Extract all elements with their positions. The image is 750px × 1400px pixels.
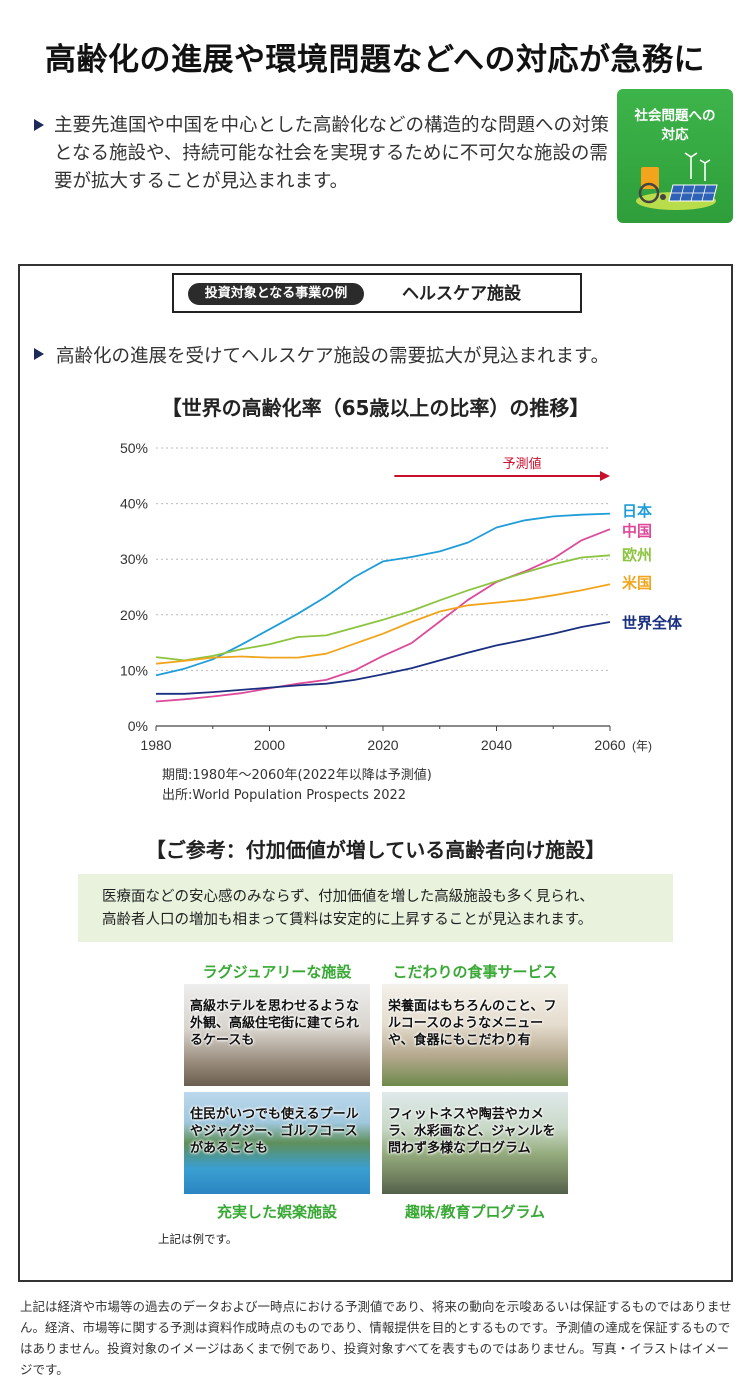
x-tick-label: 2060 bbox=[594, 737, 625, 753]
x-tick-label: 2040 bbox=[481, 737, 512, 753]
chart-source-note: 出所:World Population Prospects 2022 bbox=[162, 788, 407, 803]
intro-text-block: 主要先進国や中国を中心とした高齢化などの構造的な問題への対策となる施設や、持続可… bbox=[34, 112, 609, 196]
forecast-arrow-head bbox=[600, 471, 610, 481]
reference-body-line1: 医療面などの安心感のみならず、付加価値を増した高級施設も多く見られ、 bbox=[102, 889, 594, 905]
page-title: 高齢化の進展や環境問題などへの対応が急務に bbox=[45, 42, 705, 78]
forecast-label: 予測値 bbox=[503, 456, 542, 471]
hobby-program-caption: フィットネスや陶芸やカメラ、水彩画など、ジャンルを問わず多様なプログラム bbox=[388, 1107, 556, 1156]
x-tick-label: 2000 bbox=[254, 737, 285, 753]
luxury-facility-caption: 高級ホテルを思わせるような外観、高級住宅街に建てられるケースも bbox=[190, 999, 360, 1048]
section-lead: 高齢化の進展を受けてヘルスケア施設の需要拡大が見込まれます。 bbox=[34, 342, 609, 368]
chart-title: 【世界の高齢化率（65歳以上の比率）の推移】 bbox=[161, 396, 590, 420]
series-line bbox=[155, 512, 611, 677]
y-tick-label: 10% bbox=[120, 662, 148, 678]
bullet-triangle-icon bbox=[34, 348, 44, 360]
series-end-label: 米国 bbox=[622, 574, 652, 592]
food-service-caption: 栄養面はもちろんのこと、フルコースのようなメニューや、食器にもこだわり有 bbox=[388, 999, 557, 1048]
healthcare-section-panel: 投資対象となる事業の例 ヘルスケア施設 高齢化の進展を受けてヘルスケア施設の需要… bbox=[18, 264, 733, 1282]
x-tick-label: 2020 bbox=[367, 737, 398, 753]
hobby-program-label: 趣味/教育プログラム bbox=[404, 1203, 546, 1221]
x-tick-label: 1980 bbox=[140, 737, 171, 753]
reference-box: 医療面などの安心感のみならず、付加価値を増した高級施設も多く見られ、 高齢者人口… bbox=[78, 874, 673, 942]
y-tick-label: 50% bbox=[120, 440, 148, 456]
series-end-label: 中国 bbox=[622, 522, 652, 540]
series-line bbox=[155, 528, 611, 703]
food-service-label: こだわりの食事サービス bbox=[392, 963, 558, 981]
series-end-label: 欧州 bbox=[622, 546, 652, 564]
bullet-triangle-icon bbox=[34, 119, 44, 131]
recreation-facility-caption: 住民がいつでも使えるプールやジャグジー、ゴルフコースがあることも bbox=[190, 1107, 359, 1156]
wheelchair-solar-illustration-icon bbox=[636, 152, 718, 210]
hobby-program-photo: フィットネスや陶芸やカメラ、水彩画など、ジャンルを問わず多様なプログラム bbox=[382, 1092, 568, 1194]
series-line bbox=[155, 554, 611, 662]
aging-rate-line-chart: 0% 10% 20% 30% 40% 50% 1980 2000 2020 2040 2060 (年)… bbox=[120, 440, 683, 753]
recreation-facility-photo: 住民がいつでも使えるプールやジャグジー、ゴルフコースがあることも bbox=[184, 1092, 370, 1194]
section-tag-box: 投資対象となる事業の例 ヘルスケア施設 bbox=[172, 273, 582, 313]
series-end-label: 世界全体 bbox=[622, 614, 683, 632]
series-end-label: 日本 bbox=[622, 502, 652, 520]
recreation-facility-label: 充実した娯楽施設 bbox=[216, 1203, 337, 1221]
series-line bbox=[156, 621, 611, 695]
intro-text: 主要先進国や中国を中心とした高齢化などの構造的な問題への対策となる施設や、持続可… bbox=[54, 115, 610, 192]
food-service-photo: 栄養面はもちろんのこと、フルコースのようなメニューや、食器にもこだわり有 bbox=[382, 984, 568, 1086]
y-tick-label: 30% bbox=[120, 551, 148, 567]
badge-line2: 対応 bbox=[661, 127, 689, 143]
y-tick-label: 40% bbox=[120, 496, 148, 512]
reference-body-line2: 高齢者人口の増加も相まって賃料は安定的に上昇することが見込まれます。 bbox=[102, 912, 593, 928]
disclaimer-text: 上記は経済や市場等の過去のデータおよび一時点における予測値であり、将来の動向を示… bbox=[20, 1299, 732, 1377]
social-issue-badge: 社会問題への 対応 bbox=[617, 89, 733, 223]
luxury-facility-photo: 高級ホテルを思わせるような外観、高級住宅街に建てられるケースも bbox=[184, 984, 370, 1086]
section-tag-title: ヘルスケア施設 bbox=[402, 284, 521, 304]
luxury-facility-label: ラグジュアリーな施設 bbox=[202, 963, 352, 981]
section-lead-text: 高齢化の進展を受けてヘルスケア施設の需要拡大が見込まれます。 bbox=[56, 346, 610, 367]
y-tick-label: 20% bbox=[120, 607, 148, 623]
series-line bbox=[155, 583, 611, 665]
example-note: 上記は例です。 bbox=[158, 1232, 238, 1246]
chart-notes: 期間:1980年〜2060年(2022年以降は予測値) 出所:World Pop… bbox=[162, 766, 432, 806]
reference-title: 【ご参考：付加価値が増している高齢者向け施設】 bbox=[145, 838, 606, 862]
section-tag-label: 投資対象となる事業の例 bbox=[188, 283, 364, 305]
y-tick-label: 0% bbox=[128, 718, 148, 734]
badge-line1: 社会問題への bbox=[634, 108, 716, 124]
chart-period-note: 期間:1980年〜2060年(2022年以降は予測値) bbox=[162, 768, 432, 783]
x-unit-label: (年) bbox=[632, 739, 652, 753]
